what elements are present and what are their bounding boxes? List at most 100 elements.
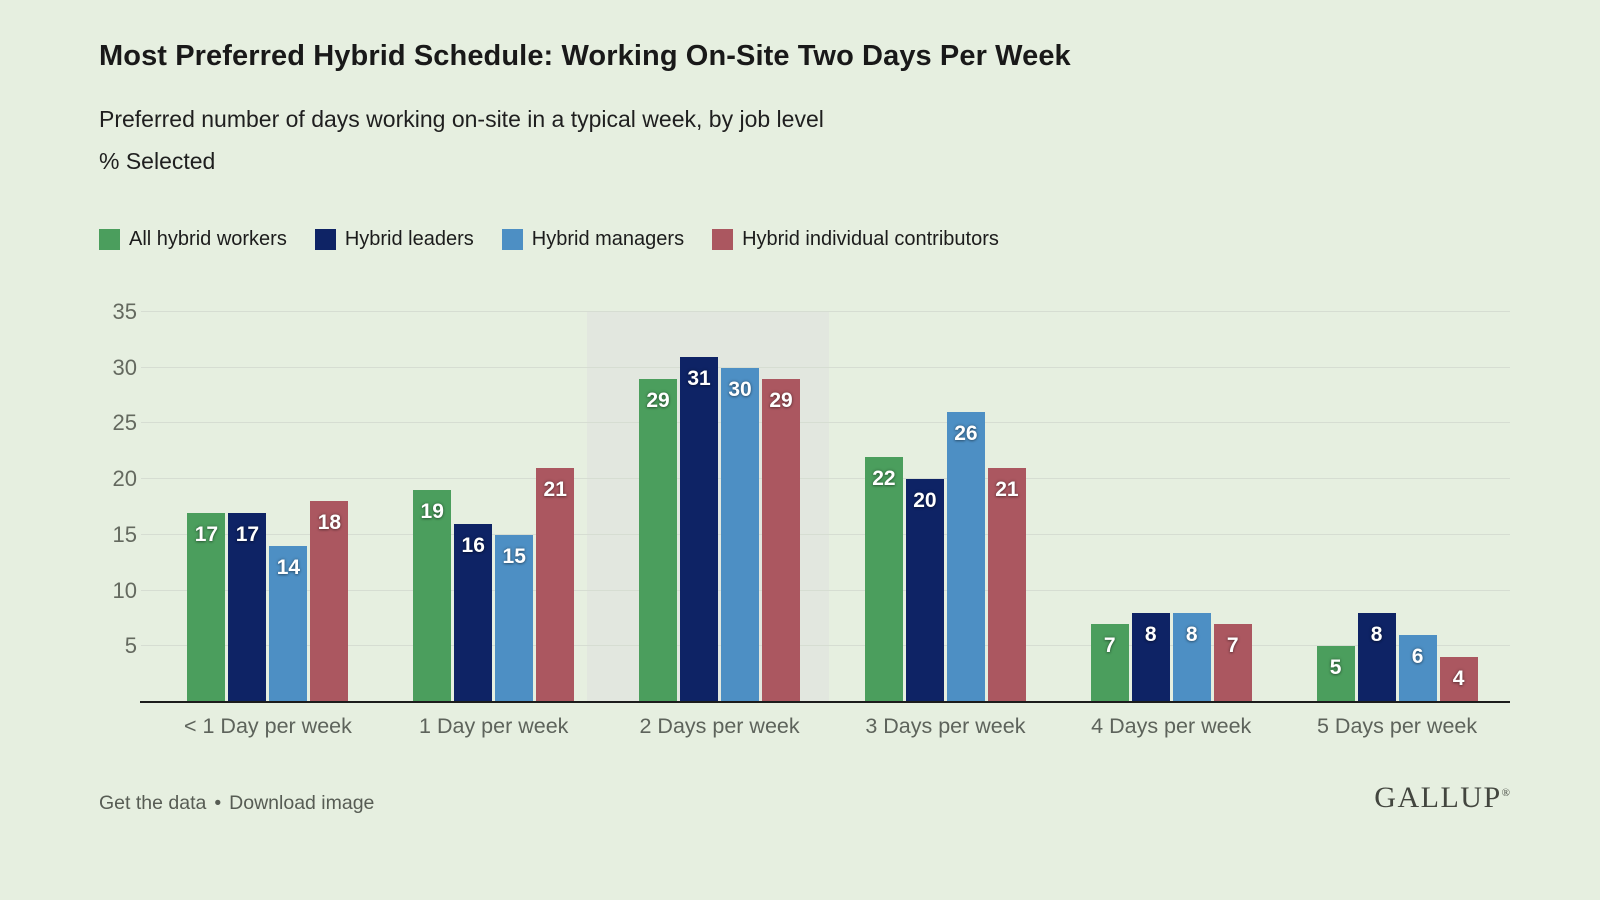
page-title: Most Preferred Hybrid Schedule: Working … (99, 40, 1071, 72)
legend-item-label: Hybrid managers (531, 227, 685, 250)
footer: Get the data • Download image GALLUP® (99, 781, 1510, 815)
bar[interactable]: 21 (987, 468, 1026, 702)
bar-groups: 17 17 14 18 19 16 15 21 29 31 30 29 22 20 26 21 7 8 8 7 5 8 6 4 (155, 312, 1510, 702)
y-tick-label-15: 15 (112, 521, 137, 547)
bar[interactable]: 29 (639, 378, 678, 702)
bar[interactable]: 17 (228, 512, 267, 702)
legend-item-1: All hybrid workers (99, 228, 287, 251)
bar[interactable]: 17 (187, 512, 226, 702)
gallup-logo: GALLUP® (1374, 781, 1510, 815)
gridline-35 (141, 311, 1510, 312)
x-axis-labels: < 1 Day per week 1 Day per week 2 Days per… (155, 714, 1510, 739)
bar[interactable]: 6 (1398, 635, 1437, 702)
bar-value-label: 5 (1329, 656, 1342, 680)
bar-value-label: 20 (913, 489, 937, 513)
bar[interactable]: 5 (1316, 646, 1355, 702)
bar-value-label: 7 (1103, 634, 1116, 657)
x-category-label-1: < 1 Day per week (183, 714, 352, 738)
unit-label: % Selected (99, 148, 216, 174)
bar[interactable]: 31 (680, 356, 719, 702)
bar-value-label: 21 (995, 478, 1019, 501)
gridline-30 (141, 366, 1510, 368)
legend: All hybrid workers Hybrid leaders Hybrid m… (99, 226, 1510, 252)
bar-value-label: 8 (1185, 622, 1198, 646)
legend-swatch-icon (314, 228, 336, 250)
x-category-label-4: 3 Days per week (865, 714, 1026, 738)
gridline-5 (141, 645, 1510, 647)
bar-value-label: 31 (687, 366, 711, 390)
x-category-label-6: 5 Days per week (1316, 714, 1478, 738)
bar-group-2: 19 16 15 21 (381, 312, 607, 702)
bar[interactable]: 8 (1131, 612, 1170, 702)
chart-subtitle: Preferred number of days working on-site… (99, 106, 824, 132)
y-tick-label-20: 20 (112, 466, 137, 492)
gallup-logo-text: GALLUP (1374, 781, 1502, 814)
bar[interactable]: 30 (721, 367, 760, 702)
x-category-label-2: 1 Day per week (419, 714, 569, 738)
bar[interactable]: 8 (1172, 612, 1211, 702)
bar[interactable]: 15 (495, 534, 534, 702)
bar[interactable]: 26 (946, 412, 985, 702)
bar-group-1: 17 17 14 18 (155, 312, 381, 702)
legend-item-3: Hybrid managers (501, 227, 685, 251)
y-tick-label-35: 35 (112, 299, 137, 324)
legend-item-label: Hybrid individual contributors (742, 227, 999, 250)
legend-item-label: Hybrid leaders (344, 227, 474, 250)
bar-value-label: 4 (1452, 667, 1465, 691)
bar[interactable]: 7 (1090, 624, 1129, 702)
get-the-data-link[interactable]: Get the data (99, 792, 207, 814)
gridline-15 (141, 533, 1510, 535)
bar-value-label: 29 (646, 388, 670, 412)
bar[interactable]: 22 (864, 456, 903, 702)
bar-group-4: 22 20 26 21 (832, 312, 1058, 702)
y-tick-label-5: 5 (124, 633, 137, 659)
bar-value-label: 7 (1226, 634, 1239, 657)
bar-value-label: 15 (502, 544, 526, 568)
bar-chart: 5 10 15 20 25 30 35 17 17 14 18 19 16 15 21 29 31 30 29 22 2… (99, 299, 1510, 739)
bar-value-label: 8 (1370, 622, 1383, 646)
legend-item-label: All hybrid workers (129, 227, 287, 250)
bar-group-6: 5 8 6 4 (1284, 312, 1510, 702)
bar-group-5: 7 8 8 7 (1058, 312, 1284, 702)
legend-item-4: Hybrid individual contributors (712, 228, 999, 251)
legend-swatch-icon (99, 228, 120, 250)
legend-swatch-icon (501, 228, 523, 250)
bar-value-label: 6 (1411, 645, 1424, 669)
gridline-25 (141, 422, 1510, 424)
x-category-label-5: 4 Days per week (1091, 714, 1252, 738)
bar[interactable]: 14 (269, 546, 308, 702)
x-axis-line (140, 701, 1510, 703)
footer-links: Get the data • Download image (99, 792, 374, 815)
y-tick-label-30: 30 (112, 354, 137, 380)
bar-value-label: 21 (543, 478, 567, 501)
bar[interactable]: 19 (413, 490, 452, 702)
footer-links-separator: • (214, 792, 222, 814)
bar[interactable]: 4 (1439, 657, 1478, 702)
legend-swatch-icon (712, 228, 734, 250)
bar-value-label: 17 (235, 522, 260, 546)
gridline-20 (141, 478, 1510, 480)
bar-value-label: 18 (317, 511, 342, 535)
bar[interactable]: 18 (310, 501, 349, 702)
legend-item-2: Hybrid leaders (314, 227, 474, 251)
bar[interactable]: 29 (762, 378, 801, 702)
bar[interactable]: 21 (536, 468, 575, 702)
plot-area: 5 10 15 20 25 30 35 17 17 14 18 19 16 15 21 29 31 30 29 22 2… (113, 299, 1510, 703)
x-category-label-3: 2 Days per week (639, 714, 800, 738)
bar[interactable]: 20 (905, 479, 944, 702)
gallup-chart-page: Most Preferred Hybrid Schedule: Working … (0, 40, 1600, 900)
bar-value-label: 17 (194, 522, 219, 546)
gridline-10 (141, 589, 1510, 591)
bar-value-label: 14 (276, 556, 301, 579)
download-image-link[interactable]: Download image (229, 792, 375, 814)
bar[interactable]: 7 (1213, 624, 1252, 702)
bar-value-label: 26 (954, 422, 978, 446)
bar[interactable]: 8 (1357, 612, 1396, 702)
registered-mark: ® (1501, 787, 1510, 799)
y-tick-label-10: 10 (112, 577, 137, 603)
bar-group-3: 29 31 30 29 (607, 312, 833, 702)
bar-value-label: 19 (420, 500, 444, 524)
bar-value-label: 30 (728, 377, 752, 401)
bar-value-label: 16 (461, 533, 485, 557)
bar[interactable]: 16 (454, 523, 493, 702)
